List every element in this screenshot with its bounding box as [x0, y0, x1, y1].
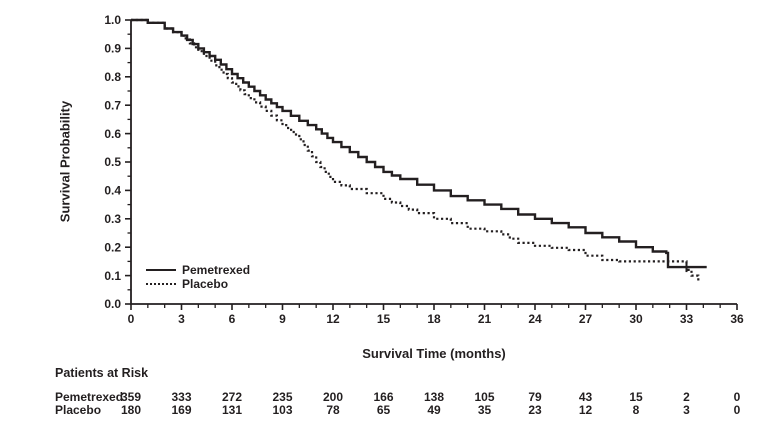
risk-count: 180 [120, 403, 142, 417]
risk-count: 43 [578, 390, 593, 404]
y-tick-label: 0.5 [104, 155, 121, 169]
x-tick-label: 0 [128, 312, 135, 326]
curve-pemetrexed [131, 18, 707, 269]
y-tick-label: 0.6 [104, 127, 121, 141]
pemetrexed-line-swatch [146, 269, 176, 271]
x-tick-label: 9 [279, 312, 286, 326]
risk-count: 200 [322, 390, 344, 404]
y-tick-label: 1.0 [104, 13, 121, 27]
x-tick-label: 30 [629, 312, 643, 326]
risk-count: 65 [376, 403, 391, 417]
x-tick-label: 3 [178, 312, 185, 326]
risk-count: 138 [423, 390, 445, 404]
x-tick-label: 33 [680, 312, 694, 326]
y-tick-label: 0.1 [104, 269, 121, 283]
risk-count: 2 [683, 390, 690, 404]
risk-row-placebo: Placebo 180 169 131 103 78 65 49 35 23 12 8 3 0 [0, 404, 772, 417]
legend-row-pemetrexed: Pemetrexed [146, 263, 250, 277]
risk-count: 0 [733, 403, 741, 417]
risk-count: 12 [578, 403, 593, 417]
risk-count: 78 [326, 403, 340, 417]
risk-row-pemetrexed: Pemetrexed 359 333 272 235 200 166 138 105 79 43 15… [0, 391, 772, 404]
x-tick-label: 27 [579, 312, 593, 326]
risk-count: 166 [373, 390, 394, 404]
risk-count: 333 [171, 390, 192, 404]
legend-label-pemetrexed: Pemetrexed [182, 263, 251, 277]
y-tick-label: 0.2 [104, 240, 121, 254]
risk-row-label: Placebo [55, 403, 102, 417]
y-tick-label: 0.8 [104, 70, 121, 84]
x-tick-label: 36 [730, 312, 744, 326]
x-tick-label: 24 [528, 312, 542, 326]
x-tick-label: 15 [377, 312, 391, 326]
risk-row-label: Pemetrexed [55, 390, 124, 404]
risk-count: 35 [477, 403, 492, 417]
curve-placebo [131, 18, 700, 282]
risk-count: 15 [629, 390, 643, 404]
risk-count: 131 [221, 403, 243, 417]
legend-row-placebo: Placebo [146, 277, 250, 291]
risk-count: 3 [683, 403, 690, 417]
placebo-line-swatch [146, 283, 176, 285]
risk-count: 0 [733, 390, 741, 404]
risk-count: 79 [528, 390, 542, 404]
x-tick-label: 6 [229, 312, 236, 326]
risk-count: 103 [272, 403, 293, 417]
y-tick-label: 0.7 [104, 98, 121, 112]
risk-count: 359 [120, 390, 142, 404]
survival-plot: 0.00.10.20.30.40.50.60.70.80.91.00 3 6 9 12 1… [104, 13, 744, 326]
y-axis-title: Survival Probability [57, 100, 73, 223]
risk-count: 8 [632, 403, 640, 417]
risk-count: 49 [427, 403, 441, 417]
risk-count: 272 [221, 390, 243, 404]
y-tick-label: 0.9 [104, 42, 121, 56]
legend: Pemetrexed Placebo [146, 263, 250, 291]
x-tick-label: 18 [427, 312, 441, 326]
legend-label-placebo: Placebo [182, 277, 229, 291]
y-tick-label: 0.0 [104, 297, 121, 311]
risk-count: 235 [272, 390, 293, 404]
risk-count: 169 [171, 403, 192, 417]
risk-count: 23 [528, 403, 542, 417]
y-tick-label: 0.3 [104, 212, 121, 226]
x-axis-title: Survival Time (months) [362, 346, 506, 361]
risk-count: 105 [474, 390, 495, 404]
patients-at-risk-title: Patients at Risk [55, 366, 149, 380]
x-tick-label: 12 [326, 312, 340, 326]
x-tick-label: 21 [478, 312, 492, 326]
y-tick-label: 0.4 [104, 184, 121, 198]
